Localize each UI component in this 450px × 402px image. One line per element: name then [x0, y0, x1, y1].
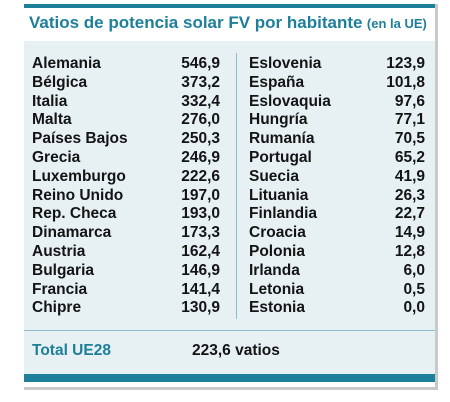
- table-row: Suecia 41,9: [249, 168, 425, 187]
- country-value: 246,9: [181, 148, 220, 166]
- country-value: 6,0: [403, 261, 425, 279]
- country-name: Irlanda: [249, 261, 300, 279]
- country-value: 276,0: [181, 111, 220, 129]
- country-value: 250,3: [181, 130, 220, 148]
- country-value: 173,3: [181, 224, 220, 242]
- country-name: Hungría: [249, 111, 308, 129]
- country-name: Chipre: [32, 299, 82, 317]
- country-name: Finlandia: [249, 205, 318, 223]
- country-name: Eslovenia: [249, 55, 322, 72]
- title-subtitle: (en la UE): [366, 16, 427, 31]
- table-row: Rumanía 70,5: [249, 130, 425, 149]
- table-row: España 101,8: [249, 74, 425, 93]
- country-name: Suecia: [249, 167, 299, 185]
- data-panel: Alemania 546,9 Bélgica 373,2 Italia 332,4 Malt…: [24, 41, 435, 374]
- table-row: Eslovenia 123,9: [249, 55, 425, 74]
- table-row: Hungría 77,1: [249, 111, 425, 130]
- country-name: Croacia: [249, 224, 306, 242]
- table-row: Chipre 130,9: [32, 299, 220, 318]
- bottom-accent-bar: [24, 374, 435, 382]
- country-value: 332,4: [181, 92, 220, 110]
- table-row: Francia 141,4: [32, 281, 220, 300]
- country-value: 70,5: [394, 130, 425, 148]
- country-name: Rep. Checa: [32, 205, 117, 223]
- table-row: Países Bajos 250,3: [32, 130, 220, 149]
- table-row: Eslovaquia 97,6: [249, 93, 425, 112]
- country-value: 12,8: [394, 242, 425, 260]
- country-value: 141,4: [181, 280, 220, 298]
- table-row: Luxemburgo 222,6: [32, 168, 220, 187]
- country-name: Lituania: [249, 186, 309, 204]
- column-divider: [236, 53, 237, 319]
- country-value: 41,9: [394, 167, 425, 185]
- country-name: Estonia: [249, 299, 305, 317]
- table-row: Rep. Checa 193,0: [32, 205, 220, 224]
- left-column: Alemania 546,9 Bélgica 373,2 Italia 332,4 Malt…: [32, 55, 220, 318]
- country-name: Italia: [32, 92, 68, 110]
- total-divider: [24, 330, 435, 331]
- country-name: Bulgaria: [32, 261, 95, 279]
- country-value: 193,0: [181, 205, 220, 223]
- right-column: Eslovenia 123,9 España 101,8 Eslovaquia 97,6 H…: [249, 55, 425, 318]
- country-value: 101,8: [386, 73, 425, 91]
- table-row: Finlandia 22,7: [249, 205, 425, 224]
- country-value: 222,6: [181, 167, 220, 185]
- table-row: Bélgica 373,2: [32, 74, 220, 93]
- country-value: 0,0: [403, 299, 425, 317]
- table-row: Lituania 26,3: [249, 187, 425, 206]
- country-value: 14,9: [394, 224, 425, 242]
- country-value: 26,3: [394, 186, 425, 204]
- country-name: Malta: [32, 111, 72, 129]
- table-row: Italia 332,4: [32, 93, 220, 112]
- country-value: 130,9: [181, 299, 220, 317]
- country-name: Alemania: [32, 55, 101, 72]
- country-name: Países Bajos: [32, 130, 128, 148]
- table-row: Alemania 546,9: [32, 55, 220, 74]
- country-value: 197,0: [181, 186, 220, 204]
- country-name: Reino Unido: [32, 186, 124, 204]
- country-name: Bélgica: [32, 73, 88, 91]
- country-name: Austria: [32, 242, 86, 260]
- country-name: Francia: [32, 280, 88, 298]
- country-value: 373,2: [181, 73, 220, 91]
- table-row: Dinamarca 173,3: [32, 224, 220, 243]
- table-row: Irlanda 6,0: [249, 262, 425, 281]
- title-main: Vatios de potencia solar FV por habitant…: [29, 13, 363, 32]
- country-value: 162,4: [181, 242, 220, 260]
- country-name: Dinamarca: [32, 224, 112, 242]
- country-name: Rumanía: [249, 130, 315, 148]
- country-name: Polonia: [249, 242, 305, 260]
- solar-power-table-card: Vatios de potencia solar FV por habitant…: [24, 4, 438, 390]
- table-row: Portugal 65,2: [249, 149, 425, 168]
- table-row: Austria 162,4: [32, 243, 220, 262]
- country-value: 146,9: [181, 261, 220, 279]
- top-accent-bar: [24, 4, 435, 8]
- table-row: Grecia 246,9: [32, 149, 220, 168]
- table-row: Estonia 0,0: [249, 299, 425, 318]
- country-name: Portugal: [249, 148, 312, 166]
- table-row: Croacia 14,9: [249, 224, 425, 243]
- country-value: 0,5: [403, 280, 425, 298]
- country-name: Luxemburgo: [32, 167, 126, 185]
- country-name: Eslovaquia: [249, 92, 331, 110]
- country-value: 77,1: [394, 111, 425, 129]
- country-value: 123,9: [386, 55, 425, 72]
- country-name: Letonia: [249, 280, 305, 298]
- table-title: Vatios de potencia solar FV por habitant…: [29, 13, 427, 33]
- country-name: Grecia: [32, 148, 81, 166]
- country-value: 97,6: [394, 92, 425, 110]
- total-value: 223,6 vatios: [192, 342, 280, 359]
- country-value: 546,9: [181, 55, 220, 72]
- country-name: España: [249, 73, 305, 91]
- table-row: Bulgaria 146,9: [32, 262, 220, 281]
- country-value: 22,7: [394, 205, 425, 223]
- table-row: Malta 276,0: [32, 111, 220, 130]
- table-row: Polonia 12,8: [249, 243, 425, 262]
- total-label: Total UE28: [32, 342, 111, 359]
- country-value: 65,2: [394, 148, 425, 166]
- table-row: Letonia 0,5: [249, 281, 425, 300]
- table-row: Reino Unido 197,0: [32, 187, 220, 206]
